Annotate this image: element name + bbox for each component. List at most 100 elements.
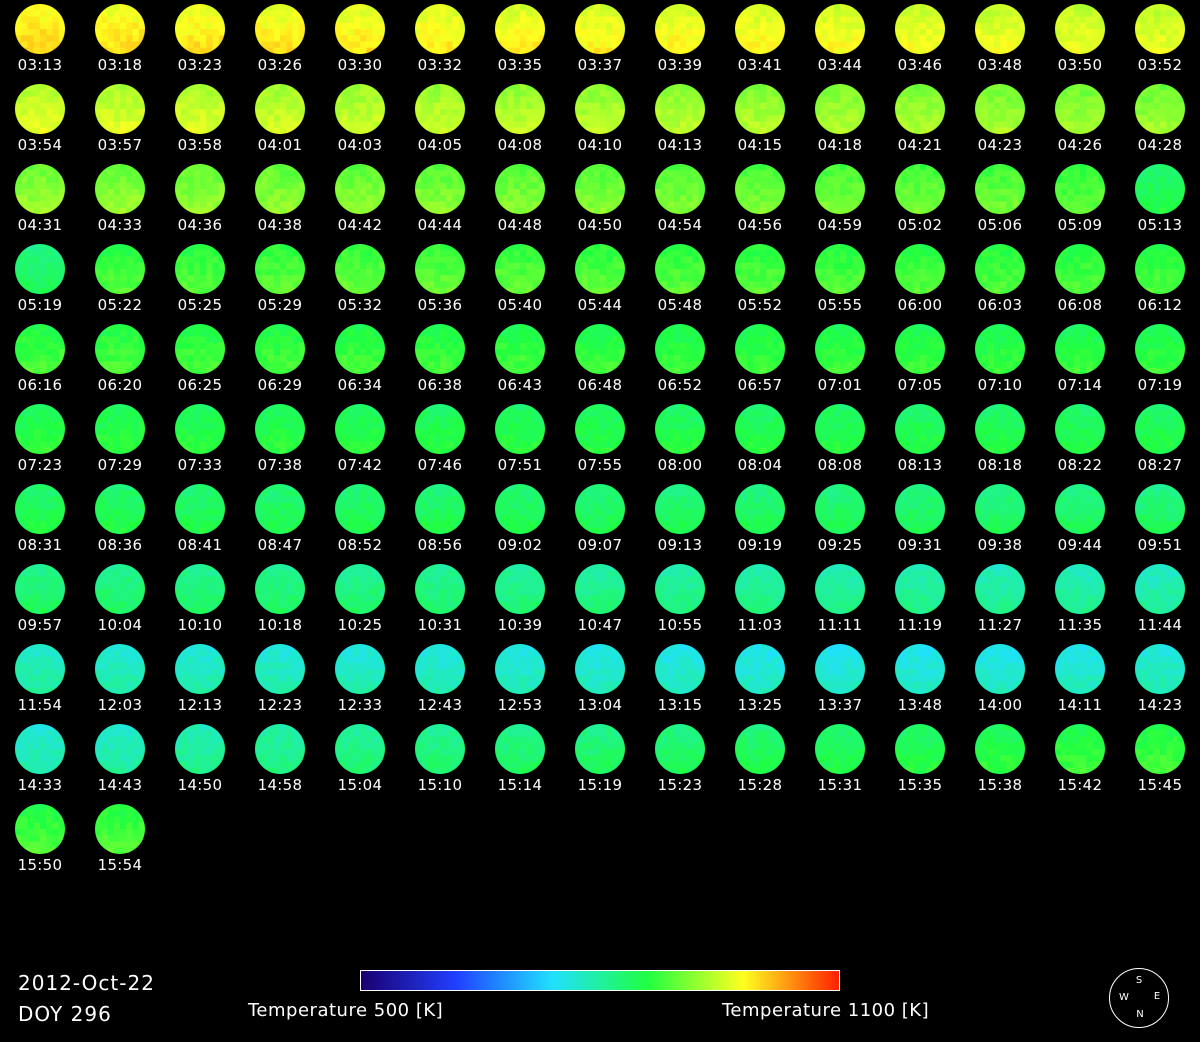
- disk-pixel: [138, 367, 145, 374]
- disk-pixel: [587, 244, 595, 251]
- disk-pixel: [686, 121, 693, 129]
- disk-pixel: [335, 281, 342, 289]
- disk-pixel: [1153, 207, 1161, 214]
- disk-pixel: [95, 96, 102, 104]
- disk-pixel: [206, 29, 213, 36]
- disk-pixel: [932, 342, 940, 350]
- disk-pixel: [181, 207, 188, 214]
- disk-pixel: [347, 47, 355, 54]
- temperature-disk-item: 05:32: [320, 240, 400, 320]
- temperature-disk-item: 04:18: [800, 80, 880, 160]
- disk-pixel: [1135, 164, 1142, 171]
- disk-pixel: [372, 47, 380, 54]
- temperature-disk-item: 06:20: [80, 320, 160, 400]
- disk-pixel: [58, 244, 65, 251]
- disk-pixel: [741, 16, 748, 24]
- disk-pixel: [347, 256, 355, 264]
- disk-pixel: [1067, 115, 1075, 122]
- disk-pixel: [920, 355, 927, 362]
- disk-pixel: [1166, 170, 1173, 177]
- timestamp-label: 06:00: [897, 296, 943, 314]
- disk-pixel: [667, 324, 675, 331]
- disk-pixel: [618, 342, 625, 350]
- disk-pixel: [1178, 336, 1185, 344]
- disk-pixel: [1006, 201, 1013, 209]
- disk-pixel: [378, 275, 385, 282]
- disk-pixel: [335, 269, 342, 276]
- disk-pixel: [58, 182, 65, 190]
- disk-pixel: [267, 176, 275, 184]
- disk-pixel: [427, 189, 435, 196]
- disk-pixel: [612, 355, 620, 362]
- disk-pixel: [778, 207, 785, 214]
- disk-pixel: [1012, 10, 1020, 17]
- disk-pixel: [181, 4, 188, 11]
- disk-pixel: [680, 262, 687, 270]
- disk-pixel: [513, 244, 521, 251]
- disk-pixel: [821, 324, 828, 331]
- disk-pixel: [821, 115, 828, 122]
- disk-pixel: [193, 10, 201, 17]
- disk-pixel: [1018, 102, 1025, 110]
- disk-pixel: [975, 324, 982, 331]
- disk-pixel: [1006, 207, 1013, 214]
- disk-pixel: [58, 336, 65, 344]
- disk-pixel: [1153, 121, 1161, 129]
- disk-pixel: [452, 170, 460, 177]
- disk-pixel: [193, 244, 201, 251]
- disk-pixel: [1018, 109, 1025, 116]
- disk-pixel: [772, 244, 780, 251]
- disk-pixel: [612, 176, 620, 184]
- disk-pixel: [193, 84, 201, 91]
- disk-pixel: [618, 176, 625, 184]
- disk-pixel: [932, 330, 940, 337]
- disk-pixel: [1073, 281, 1081, 289]
- disk-pixel: [1018, 281, 1025, 289]
- timestamp-label: 03:18: [97, 56, 143, 74]
- disk-pixel: [1018, 127, 1025, 134]
- timestamp-label: 04:28: [1137, 136, 1183, 154]
- disk-pixel: [1055, 41, 1062, 49]
- disk-pixel: [858, 29, 865, 36]
- disk-pixel: [692, 96, 700, 104]
- disk-pixel: [1092, 35, 1100, 42]
- disk-pixel: [827, 355, 835, 362]
- disk-pixel: [926, 96, 933, 104]
- disk-pixel: [840, 182, 847, 190]
- timestamp-label: 04:08: [497, 136, 543, 154]
- disk-pixel: [735, 176, 742, 184]
- disk-pixel: [618, 195, 625, 202]
- disk-pixel: [587, 29, 595, 36]
- disk-pixel: [261, 90, 268, 97]
- disk-pixel: [938, 201, 945, 209]
- disk-pixel: [815, 164, 822, 171]
- disk-pixel: [280, 115, 287, 122]
- disk-pixel: [1141, 41, 1148, 49]
- disk-pixel: [938, 367, 945, 374]
- disk-pixel: [840, 361, 847, 369]
- disk-pixel: [58, 262, 65, 270]
- disk-pixel: [187, 182, 195, 190]
- disk-pixel: [1086, 324, 1093, 331]
- disk-pixel: [273, 10, 281, 17]
- disk-pixel: [538, 4, 545, 11]
- disk-pixel: [126, 16, 133, 24]
- disk-pixel: [335, 189, 342, 196]
- disk-pixel: [895, 349, 902, 356]
- disk-pixel: [846, 90, 853, 97]
- disk-pixel: [618, 96, 625, 104]
- disk-pixel: [618, 41, 625, 49]
- disk-pixel: [181, 96, 188, 104]
- disk-pixel: [427, 262, 435, 270]
- disk-pixel: [981, 176, 988, 184]
- disk-pixel: [520, 342, 527, 350]
- disk-pixel: [735, 16, 742, 24]
- disk-pixel: [206, 355, 213, 362]
- disk-pixel: [1055, 35, 1062, 42]
- disk-pixel: [21, 121, 28, 129]
- disk-pixel: [680, 102, 687, 110]
- disk-pixel: [575, 41, 582, 49]
- disk-pixel: [212, 115, 220, 122]
- disk-pixel: [273, 96, 281, 104]
- disk-pixel: [353, 281, 361, 289]
